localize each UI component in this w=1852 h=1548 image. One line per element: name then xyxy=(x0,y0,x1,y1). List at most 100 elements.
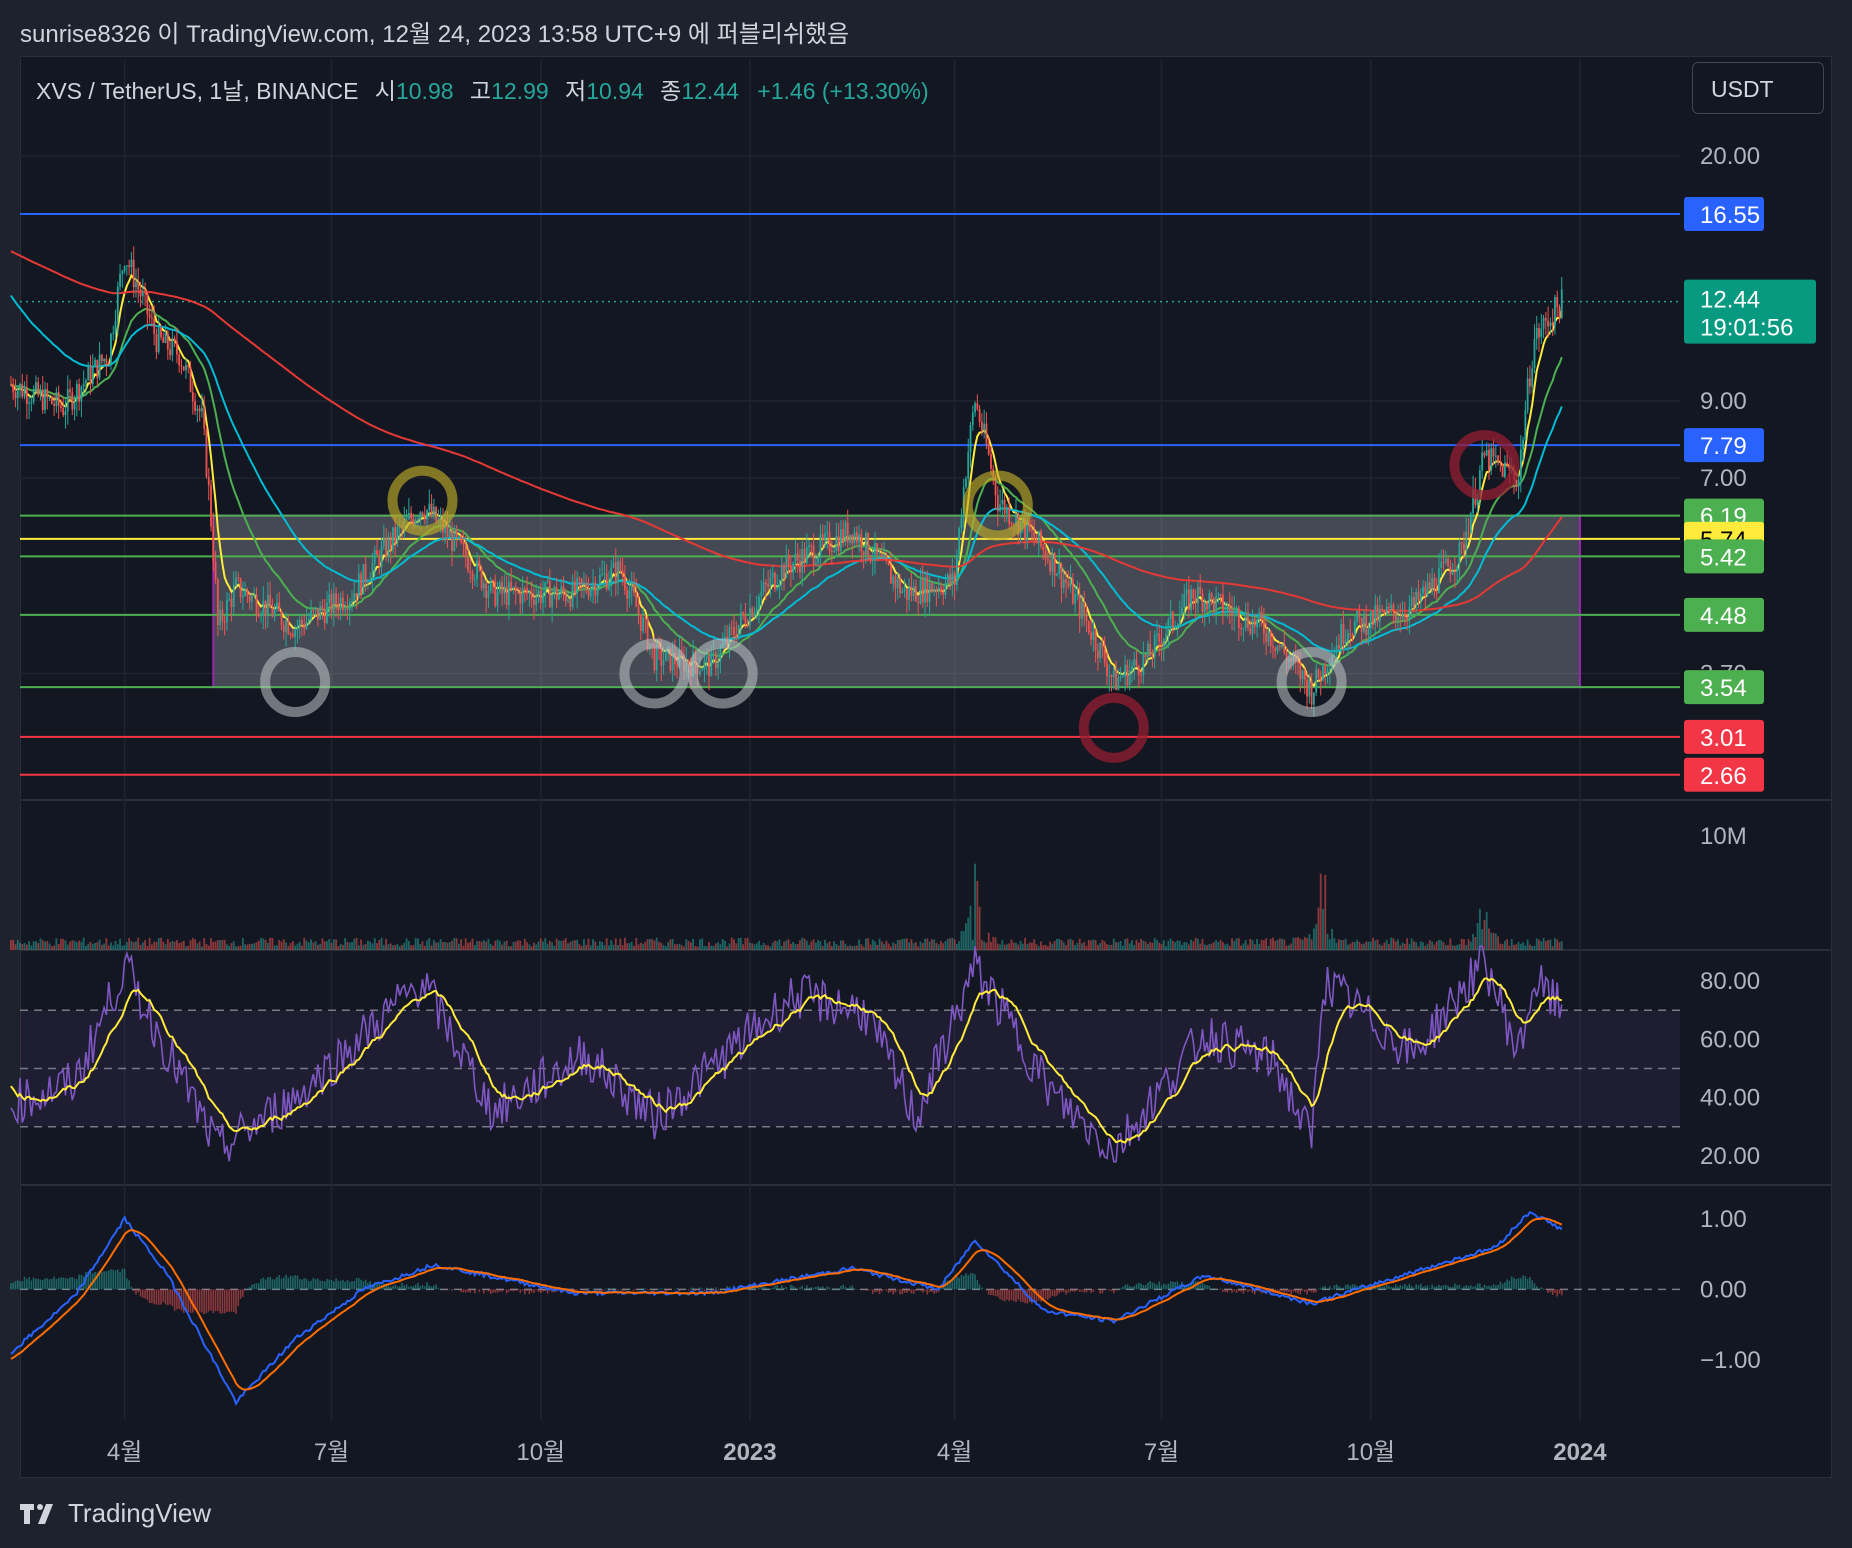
macd-histogram-bar xyxy=(1233,1289,1236,1292)
candle-body xyxy=(312,609,315,611)
volume-bar xyxy=(753,944,756,950)
candle-body xyxy=(1408,606,1411,620)
volume-bar xyxy=(1513,944,1515,950)
volume-bar xyxy=(767,945,770,950)
macd-histogram-bar xyxy=(401,1282,403,1290)
candle-body xyxy=(1374,605,1377,625)
candle-body xyxy=(1174,626,1177,628)
level-label-4.48: 4.48 xyxy=(1700,603,1747,630)
candle-body xyxy=(1272,646,1274,648)
candle-body xyxy=(1440,561,1443,568)
macd-histogram-bar xyxy=(1506,1279,1508,1290)
volume-bar xyxy=(1490,932,1493,950)
candle-body xyxy=(1247,612,1249,628)
volume-bar xyxy=(751,943,754,950)
macd-histogram-bar xyxy=(576,1289,578,1293)
volume-bar xyxy=(210,938,212,950)
candle-body xyxy=(619,561,622,571)
volume-bar xyxy=(644,941,647,950)
candle-body xyxy=(1349,633,1352,636)
volume-bar xyxy=(512,941,515,950)
candle-body xyxy=(1106,663,1108,677)
volume-bar xyxy=(1031,942,1033,950)
volume-bar xyxy=(55,938,58,950)
chart-frame[interactable] xyxy=(20,56,1832,1478)
volume-bar xyxy=(82,937,85,950)
macd-histogram-bar xyxy=(799,1287,801,1290)
volume-bar xyxy=(69,941,71,950)
volume-bar xyxy=(494,940,497,950)
volume-bar xyxy=(780,946,783,950)
candle-body xyxy=(660,646,663,666)
macd-histogram-bar xyxy=(226,1289,228,1312)
currency-button[interactable]: USDT xyxy=(1692,62,1824,114)
macd-histogram-bar xyxy=(510,1289,512,1291)
candle-body xyxy=(1008,507,1011,524)
candle-body xyxy=(14,392,17,399)
candle-body xyxy=(617,561,619,583)
volume-bar xyxy=(78,940,81,950)
volume-bar xyxy=(878,938,881,950)
candle-body xyxy=(203,407,206,429)
volume-bar xyxy=(23,943,26,950)
macd-histogram-bar xyxy=(176,1289,178,1310)
volume-bar xyxy=(1112,938,1115,950)
price-axes: 20.009.007.003.7010M80.0060.0040.0020.00… xyxy=(1684,143,1816,1374)
macd-histogram-bar xyxy=(373,1282,376,1290)
volume-bar xyxy=(1344,938,1347,950)
volume-bar xyxy=(1363,943,1365,950)
macd-histogram-bar xyxy=(408,1286,410,1290)
macd-histogram-bar xyxy=(1099,1289,1101,1294)
volume-bar xyxy=(1306,938,1308,950)
candle-body xyxy=(241,595,244,598)
macd-histogram-bar xyxy=(1488,1285,1490,1290)
macd-histogram-bar xyxy=(205,1289,208,1314)
volume-bar xyxy=(314,941,317,950)
macd-histogram-bar xyxy=(928,1289,931,1293)
candle-body xyxy=(1344,640,1347,644)
candle-body xyxy=(146,293,149,315)
macd-histogram-bar xyxy=(289,1275,292,1290)
candle-body xyxy=(596,587,599,596)
volume-bar xyxy=(1033,939,1036,950)
candle-body xyxy=(78,384,81,402)
macd-histogram-bar xyxy=(1172,1281,1174,1290)
macd-histogram-bar xyxy=(1456,1285,1458,1290)
macd-histogram-bar xyxy=(1469,1285,1472,1290)
volume-bar xyxy=(19,942,21,950)
candle-body xyxy=(1340,624,1343,649)
macd-histogram-bar xyxy=(1142,1284,1145,1290)
volume-bar xyxy=(150,944,153,950)
volume-bar xyxy=(21,943,24,950)
volume-bar xyxy=(369,941,372,950)
macd-histogram-bar xyxy=(417,1282,419,1290)
volume-bar xyxy=(196,943,199,950)
volume-bar xyxy=(1488,928,1490,950)
macd-histogram-bar xyxy=(992,1289,995,1296)
macd-histogram-bar xyxy=(1401,1285,1404,1290)
macd-histogram-bar xyxy=(1060,1289,1063,1292)
candle-body xyxy=(376,550,378,555)
macd-histogram-bar xyxy=(269,1276,271,1290)
volume-bar xyxy=(410,945,413,950)
volume-bar xyxy=(219,940,222,950)
volume-bar xyxy=(235,946,237,950)
volume-bar xyxy=(85,945,87,950)
last-price-tag xyxy=(1684,279,1816,344)
macd-histogram-bar xyxy=(1381,1286,1383,1290)
candle-body xyxy=(821,534,824,540)
volume-bar xyxy=(546,943,549,950)
candle-body xyxy=(1460,542,1463,544)
volume-bar xyxy=(1128,943,1131,950)
volume-bar xyxy=(699,939,701,950)
candle-body xyxy=(519,591,522,604)
macd-histogram-bar xyxy=(931,1289,933,1292)
macd-histogram-bar xyxy=(619,1288,622,1290)
macd-histogram-bar xyxy=(1185,1284,1188,1290)
volume-bar xyxy=(426,940,428,950)
candle-body xyxy=(244,590,247,596)
volume-bar xyxy=(1269,938,1272,950)
volume-bar xyxy=(87,943,90,950)
macd-histogram-bar xyxy=(949,1280,951,1290)
